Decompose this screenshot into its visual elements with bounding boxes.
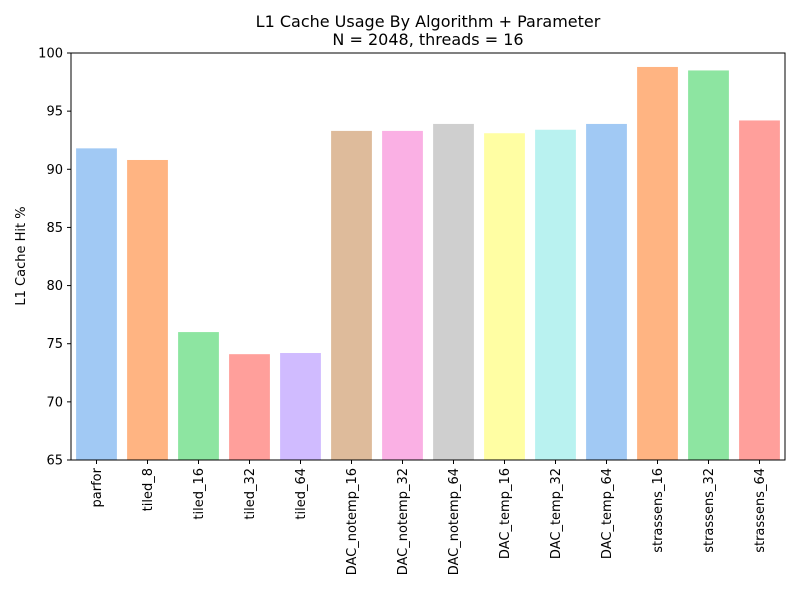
y-tick-label: 85 [46,221,63,236]
x-tick-label: tiled_64 [294,468,309,520]
bar-strassens_16 [637,66,678,460]
bar-tiled_64 [280,353,321,460]
bar-DAC_notemp_16 [331,130,372,460]
chart-title: L1 Cache Usage By Algorithm + Parameter [256,12,601,31]
chart-subtitle: N = 2048, threads = 16 [332,30,523,49]
bar-parfor [76,148,117,460]
bar-tiled_32 [229,354,270,460]
x-tick-label: DAC_temp_64 [600,468,615,559]
bar-strassens_64 [739,120,780,461]
bar-DAC_temp_32 [535,129,576,460]
y-tick-label: 100 [38,47,63,62]
x-tick-label: DAC_notemp_16 [345,468,360,575]
bar-DAC_temp_16 [484,133,525,461]
y-tick-label: 80 [46,279,63,294]
x-tick-label: DAC_temp_32 [549,468,564,559]
y-tick-label: 90 [46,163,63,178]
x-tick-label: strassens_16 [651,468,666,553]
bar-tiled_8 [127,159,168,461]
y-axis-label: L1 Cache Hit % [14,206,29,305]
bars-group [76,66,780,461]
y-tick-label: 95 [46,105,63,120]
x-tick-label: parfor [90,467,105,507]
bar-DAC_notemp_64 [433,123,474,460]
x-tick-label: tiled_32 [243,468,258,520]
bar-DAC_notemp_32 [382,130,423,460]
x-tick-label: DAC_notemp_32 [396,468,411,575]
x-tick-label: strassens_32 [702,468,717,553]
x-tick-label: strassens_64 [753,468,768,553]
bar-DAC_temp_64 [586,123,627,460]
y-tick-label: 65 [46,454,63,469]
x-tick-label: tiled_8 [141,468,156,511]
x-tick-label: DAC_temp_16 [498,468,513,559]
y-axis-ticks: 65 70 75 80 85 90 95 100 [38,47,71,469]
bar-tiled_16 [178,332,219,460]
y-tick-label: 70 [46,395,63,410]
bar-strassens_32 [688,70,729,460]
x-tick-label: DAC_notemp_64 [447,468,462,575]
x-axis-ticks: parfor tiled_8 tiled_16 tiled_32 tiled_64 DAC… [90,460,768,575]
x-tick-label: tiled_16 [192,468,207,520]
y-tick-label: 75 [46,337,63,352]
plot-frame [70,52,786,461]
